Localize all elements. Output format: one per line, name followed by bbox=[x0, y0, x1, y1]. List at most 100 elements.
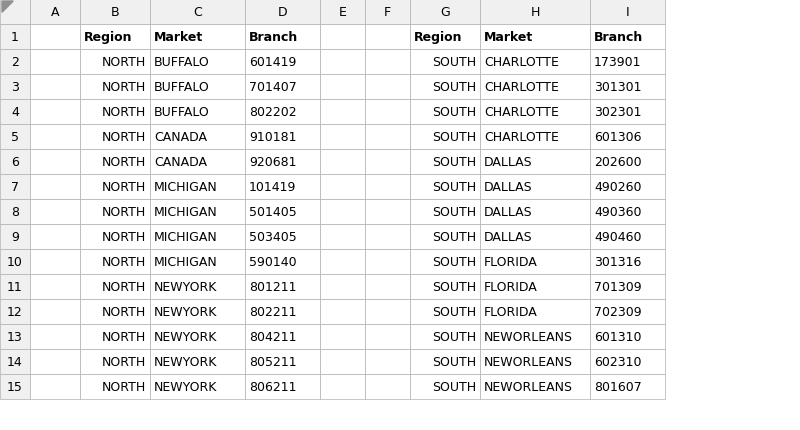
Bar bbox=[30, 150, 80, 175]
Bar bbox=[80, 200, 150, 224]
Bar bbox=[150, 50, 245, 75]
Bar bbox=[480, 249, 590, 274]
Bar bbox=[365, 299, 410, 324]
Text: NEWORLEANS: NEWORLEANS bbox=[484, 330, 573, 343]
Bar bbox=[590, 299, 665, 324]
Text: Branch: Branch bbox=[594, 31, 643, 44]
Bar bbox=[245, 249, 320, 274]
Bar bbox=[480, 75, 590, 100]
Text: 701407: 701407 bbox=[249, 81, 297, 94]
Text: NORTH: NORTH bbox=[102, 230, 146, 243]
Text: SOUTH: SOUTH bbox=[432, 380, 476, 393]
Bar bbox=[0, 374, 30, 399]
Bar bbox=[150, 75, 245, 100]
Text: NORTH: NORTH bbox=[102, 380, 146, 393]
Bar bbox=[590, 25, 665, 50]
Text: SOUTH: SOUTH bbox=[432, 81, 476, 94]
Text: G: G bbox=[440, 6, 450, 19]
Text: SOUTH: SOUTH bbox=[432, 206, 476, 218]
Bar bbox=[0, 75, 30, 100]
Bar bbox=[30, 200, 80, 224]
Bar bbox=[0, 299, 30, 324]
Text: H: H bbox=[530, 6, 540, 19]
Bar bbox=[80, 274, 150, 299]
Bar bbox=[590, 324, 665, 349]
Text: I: I bbox=[626, 6, 630, 19]
Text: 802202: 802202 bbox=[249, 106, 297, 119]
Text: 802211: 802211 bbox=[249, 305, 297, 318]
Text: MICHIGAN: MICHIGAN bbox=[154, 181, 218, 194]
Bar bbox=[245, 175, 320, 200]
Text: DALLAS: DALLAS bbox=[484, 206, 533, 218]
Bar bbox=[410, 200, 480, 224]
Bar bbox=[320, 324, 365, 349]
Bar bbox=[480, 299, 590, 324]
Bar bbox=[590, 100, 665, 125]
Bar bbox=[590, 349, 665, 374]
Bar bbox=[365, 0, 410, 25]
Text: 601306: 601306 bbox=[594, 131, 642, 144]
Text: 910181: 910181 bbox=[249, 131, 297, 144]
Bar bbox=[410, 224, 480, 249]
Text: 11: 11 bbox=[7, 280, 23, 293]
Bar bbox=[80, 0, 150, 25]
Text: 8: 8 bbox=[11, 206, 19, 218]
Text: DALLAS: DALLAS bbox=[484, 230, 533, 243]
Bar bbox=[80, 349, 150, 374]
Bar bbox=[480, 175, 590, 200]
Bar bbox=[150, 100, 245, 125]
Bar bbox=[150, 274, 245, 299]
Bar bbox=[0, 249, 30, 274]
Text: NORTH: NORTH bbox=[102, 131, 146, 144]
Bar bbox=[0, 50, 30, 75]
Bar bbox=[590, 0, 665, 25]
Text: 501405: 501405 bbox=[249, 206, 297, 218]
Bar bbox=[365, 200, 410, 224]
Text: CHARLOTTE: CHARLOTTE bbox=[484, 81, 559, 94]
Bar bbox=[320, 25, 365, 50]
Bar bbox=[30, 125, 80, 150]
Bar bbox=[365, 224, 410, 249]
Bar bbox=[320, 125, 365, 150]
Bar bbox=[365, 349, 410, 374]
Text: 801211: 801211 bbox=[249, 280, 297, 293]
Bar bbox=[365, 75, 410, 100]
Bar bbox=[0, 175, 30, 200]
Bar bbox=[590, 249, 665, 274]
Bar bbox=[410, 374, 480, 399]
Bar bbox=[245, 50, 320, 75]
Bar bbox=[480, 324, 590, 349]
Text: E: E bbox=[338, 6, 346, 19]
Bar bbox=[245, 0, 320, 25]
Bar bbox=[30, 274, 80, 299]
Bar bbox=[590, 374, 665, 399]
Text: 302301: 302301 bbox=[594, 106, 642, 119]
Bar bbox=[0, 324, 30, 349]
Bar bbox=[480, 25, 590, 50]
Bar bbox=[0, 150, 30, 175]
Text: SOUTH: SOUTH bbox=[432, 305, 476, 318]
Text: DALLAS: DALLAS bbox=[484, 181, 533, 194]
Text: NORTH: NORTH bbox=[102, 305, 146, 318]
Bar bbox=[480, 224, 590, 249]
Text: FLORIDA: FLORIDA bbox=[484, 280, 538, 293]
Bar bbox=[80, 100, 150, 125]
Bar bbox=[150, 125, 245, 150]
Text: NEWYORK: NEWYORK bbox=[154, 380, 218, 393]
Bar bbox=[30, 75, 80, 100]
Text: 602310: 602310 bbox=[594, 355, 642, 368]
Bar bbox=[0, 125, 30, 150]
Text: NORTH: NORTH bbox=[102, 255, 146, 268]
Bar bbox=[0, 274, 30, 299]
Bar bbox=[410, 50, 480, 75]
Text: SOUTH: SOUTH bbox=[432, 230, 476, 243]
Text: NORTH: NORTH bbox=[102, 206, 146, 218]
Bar bbox=[480, 274, 590, 299]
Text: SOUTH: SOUTH bbox=[432, 156, 476, 169]
Bar bbox=[410, 100, 480, 125]
Text: 13: 13 bbox=[7, 330, 23, 343]
Bar bbox=[410, 324, 480, 349]
Text: 1: 1 bbox=[11, 31, 19, 44]
Bar bbox=[320, 0, 365, 25]
Text: 301301: 301301 bbox=[594, 81, 642, 94]
